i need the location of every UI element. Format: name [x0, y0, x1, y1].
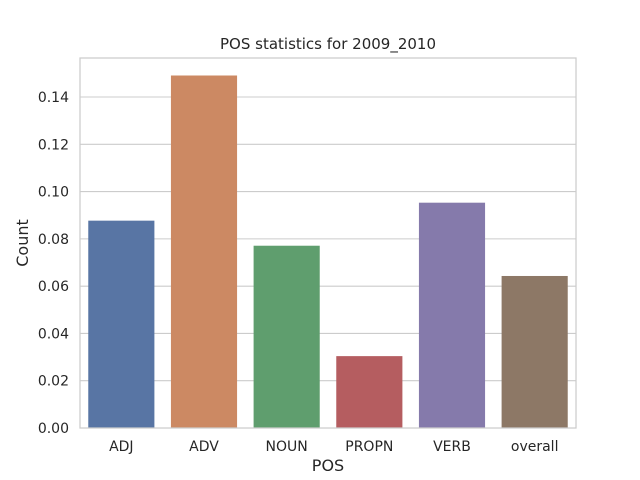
bars — [88, 75, 568, 428]
x-tick-label: overall — [511, 439, 559, 455]
y-tick-label: 0.10 — [38, 185, 69, 201]
y-axis-label: Count — [13, 219, 32, 267]
y-tick-label: 0.02 — [38, 374, 69, 390]
x-axis-label: POS — [312, 456, 344, 475]
y-tick-labels: 0.00 0.02 0.04 0.06 0.08 0.10 0.12 0.14 — [38, 90, 69, 437]
x-tick-label: ADV — [189, 439, 219, 455]
bar-overall — [501, 275, 568, 428]
y-tick-label: 0.04 — [38, 326, 69, 342]
x-tick-label: PROPN — [345, 439, 393, 455]
y-tick-label: 0.06 — [38, 279, 69, 295]
bar-propn — [336, 356, 403, 428]
x-tick-label: ADJ — [109, 439, 134, 455]
bar-adv — [170, 75, 238, 428]
x-tick-labels: ADJ ADV NOUN PROPN VERB overall — [109, 439, 558, 455]
x-tick-label: NOUN — [266, 439, 308, 455]
chart-title: POS statistics for 2009_2010 — [220, 35, 436, 54]
y-tick-label: 0.12 — [38, 137, 69, 153]
y-tick-label: 0.14 — [38, 90, 69, 106]
y-tick-label: 0.08 — [38, 232, 69, 248]
x-tick-label: VERB — [433, 439, 471, 455]
bar-verb — [418, 202, 486, 428]
y-tick-label: 0.00 — [38, 421, 69, 437]
bar-noun — [253, 245, 320, 428]
plot-frame — [79, 57, 577, 429]
bar-adj — [88, 220, 155, 428]
